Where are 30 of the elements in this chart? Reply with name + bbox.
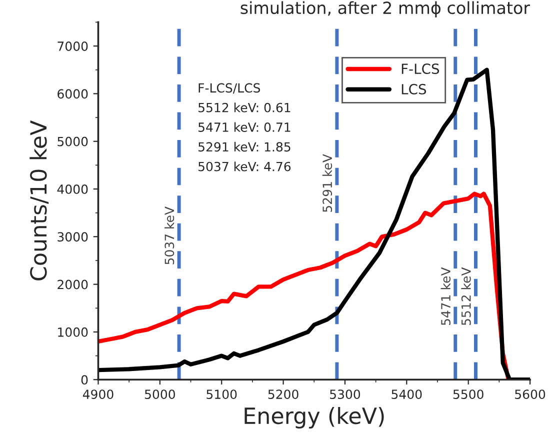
y-tick-label: 7000 <box>58 42 88 51</box>
x-tick-label: 5300 <box>330 390 360 400</box>
x-tick-label: 5100 <box>206 390 237 400</box>
annotation: F-LCS/LCS <box>198 83 260 94</box>
ref-line-label: 5512 keV <box>461 267 471 326</box>
x-tick-label: 5500 <box>453 390 484 400</box>
x-tick-label: 4900 <box>82 390 114 400</box>
x-tick-label: 5400 <box>392 390 422 400</box>
annotation: 5037 keV: 4.76 <box>198 162 291 172</box>
y-tick-label: 1000 <box>58 327 88 337</box>
annotation: 5471 keV: 0.71 <box>198 122 290 132</box>
y-axis-title: Counts/10 keV <box>30 120 49 280</box>
y-tick-label: 3000 <box>58 232 88 242</box>
y-tick-label: 4000 <box>57 184 88 194</box>
y-tick-label: 2000 <box>58 280 88 290</box>
x-axis-title: Energy (keV) <box>244 406 384 428</box>
legend-label: F-LCS <box>402 64 440 74</box>
y-tick-label: 5000 <box>58 136 88 146</box>
x-tick-label: 5000 <box>144 390 175 400</box>
x-tick-label: 5200 <box>268 390 298 400</box>
annotation: 5291 keV: 1.85 <box>198 142 290 152</box>
y-tick-label: 0 <box>81 375 88 385</box>
ref-line-label: 5037 keV <box>164 206 174 264</box>
ref-line-label: 5471 keV <box>440 267 450 326</box>
annotation: 5512 keV: 0.61 <box>198 102 290 112</box>
chart-title: simulation, after 2 mmϕ collimator <box>240 1 530 18</box>
legend-label: LCS <box>402 84 426 94</box>
y-tick-label: 6000 <box>58 89 88 99</box>
ref-line-label: 5291 keV <box>322 154 332 212</box>
x-tick-label: 5600 <box>515 390 546 400</box>
